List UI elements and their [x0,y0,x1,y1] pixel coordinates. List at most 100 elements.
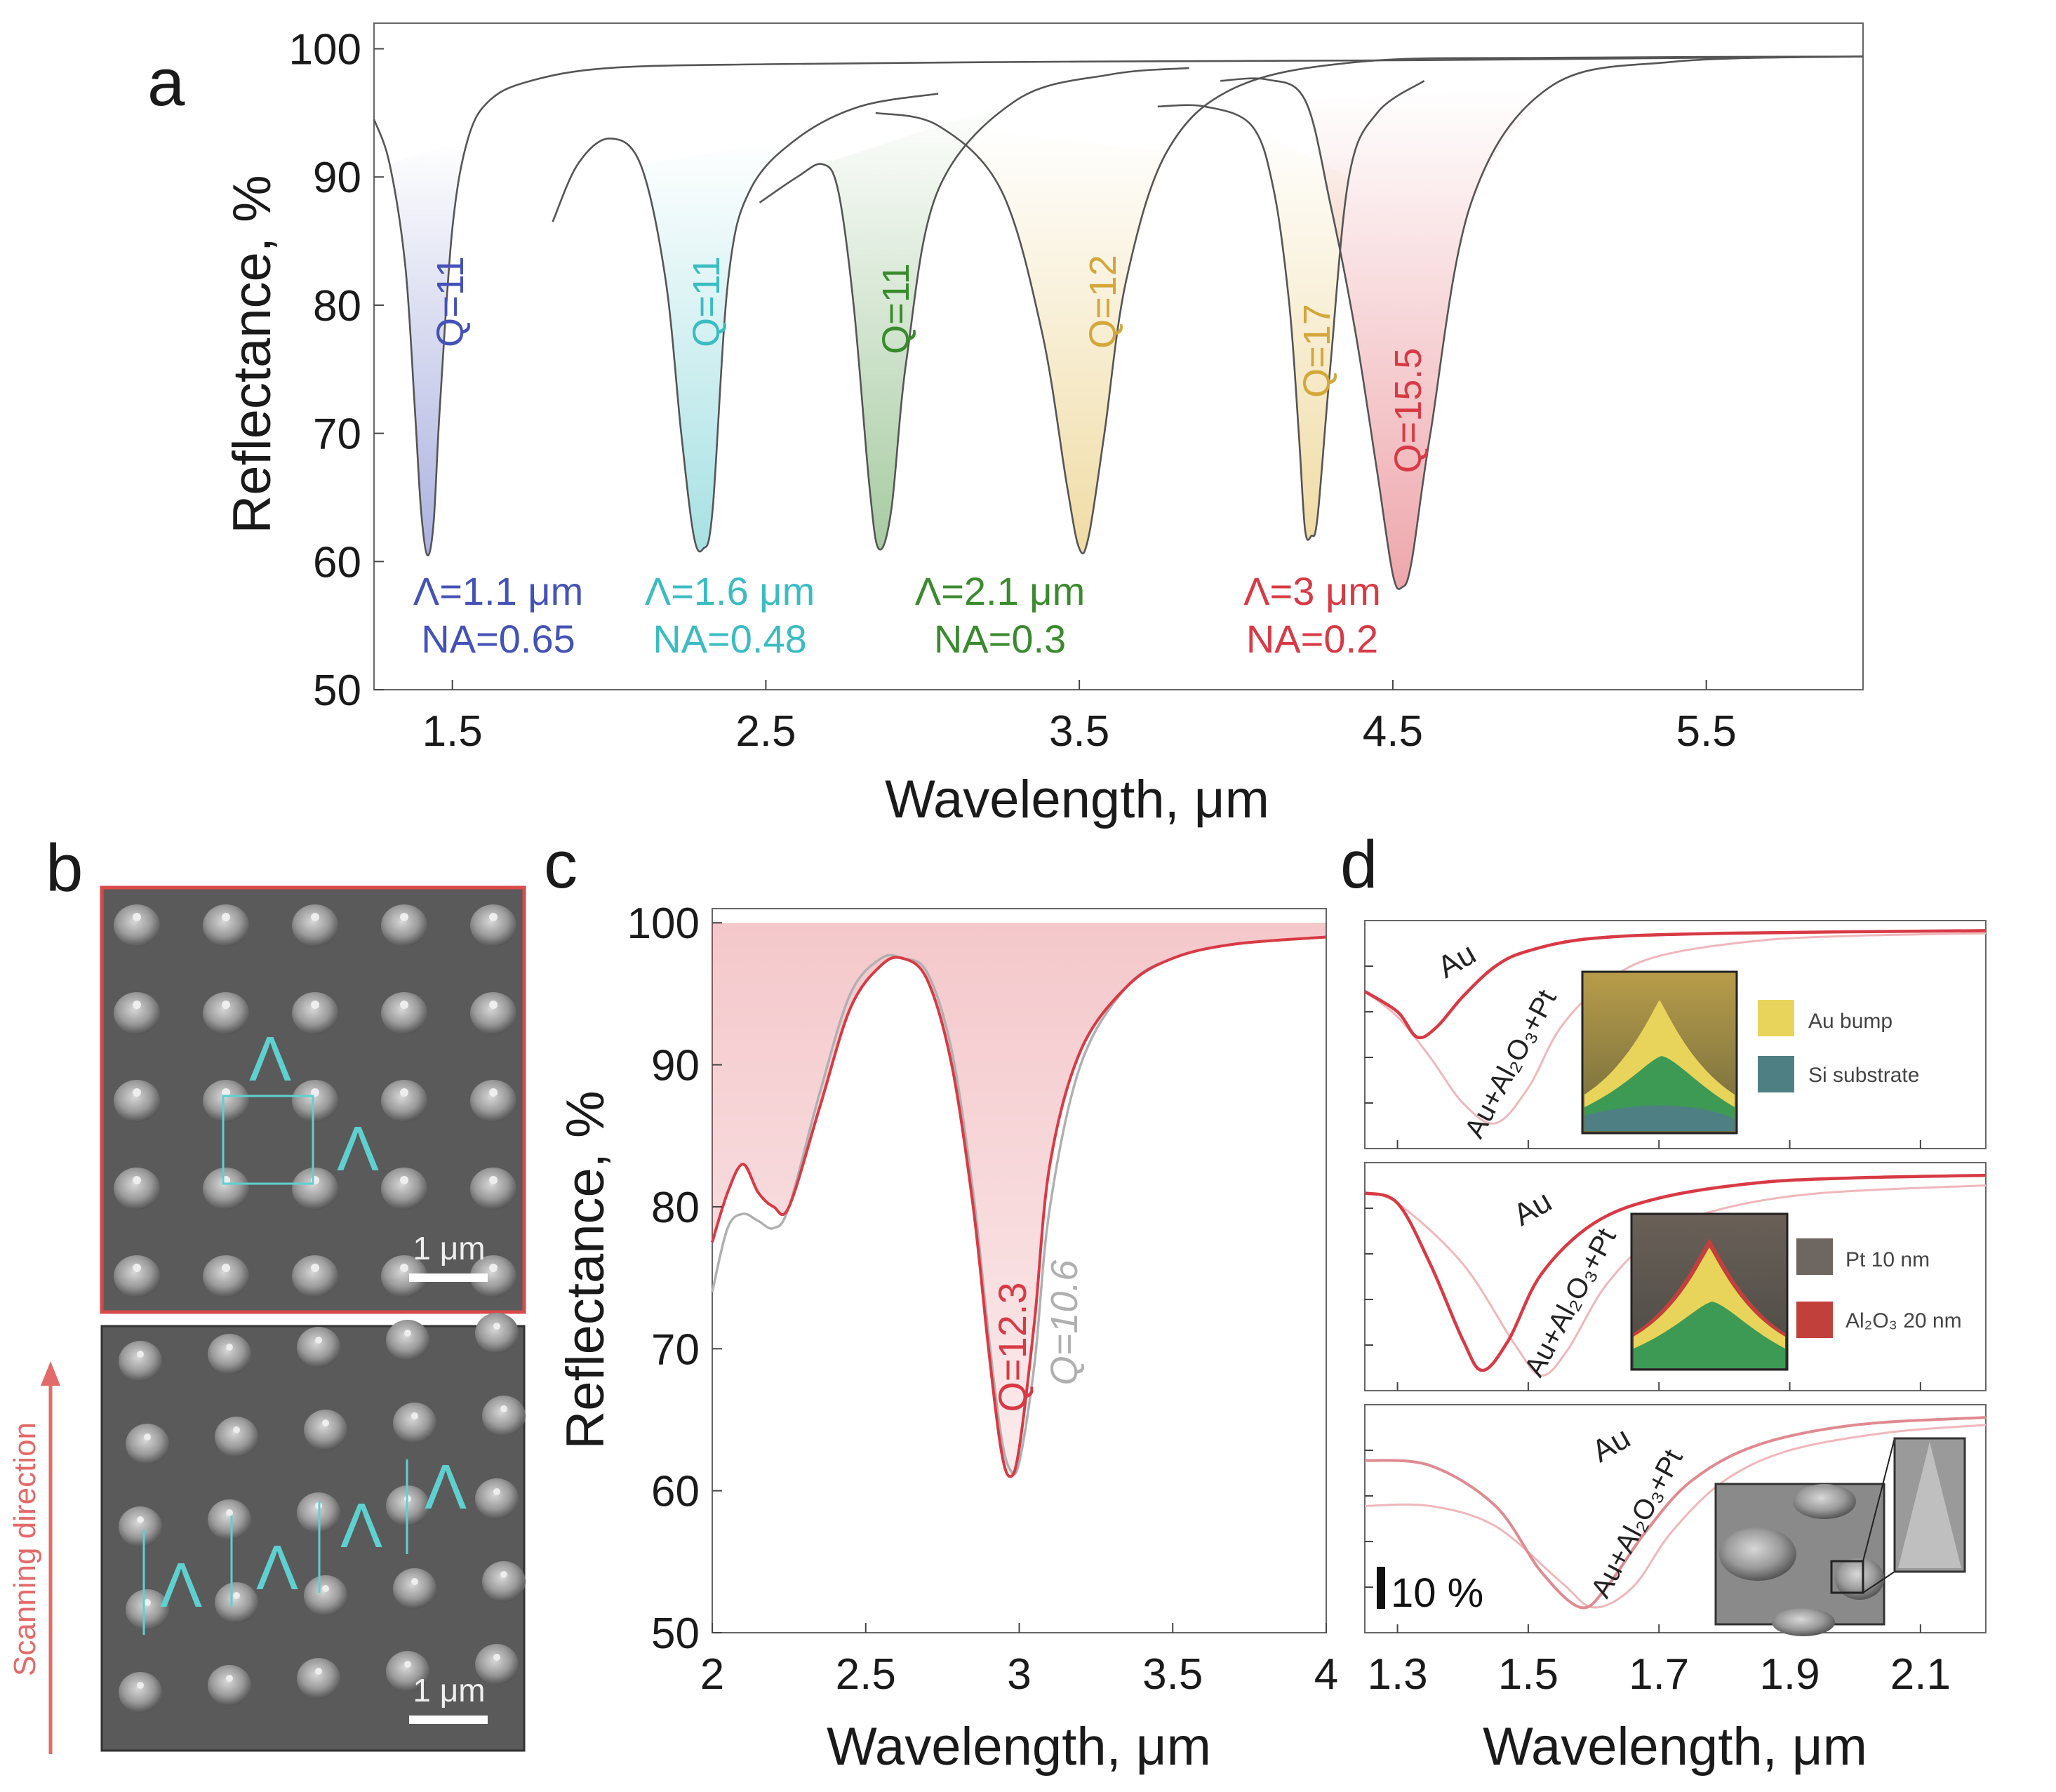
sem-bump [470,1168,516,1210]
y-tick-label: 90 [313,154,361,202]
panel-c: 50 60 70 80 90 100 2 2.5 3 3.5 4 Wavelength, μm R… [556,900,1338,1777]
plot-frame-d1 [1364,920,1987,1149]
sem-bump-tip [133,1176,141,1184]
sem-bump [482,1396,526,1436]
sem-bump-tip [322,1585,329,1592]
d3-label-au: Au [1587,1420,1636,1469]
scale-label-top: 1 μm [413,1230,485,1266]
x-tick-label: 4.5 [1363,707,1423,756]
d2-label-coated: Au+Al₂O₃+Pt [1518,1224,1622,1382]
d-scale-label: 10 % [1391,1570,1483,1616]
d1-label-au: Au [1432,936,1482,984]
sem-bump-tip [500,1405,507,1412]
lattice-cell [222,1095,314,1185]
sem-bump-tip [322,1419,329,1426]
sem-bump [381,992,427,1034]
na-label-red: NA=0.2 [1246,617,1378,661]
q-label-simulated: Q=10.6 [1043,1259,1086,1386]
sem-bump [470,992,516,1034]
sem-bump [475,1313,519,1353]
sem-bump-tip [311,1264,319,1272]
sem-bump [203,1168,249,1210]
sem-bump [119,1341,162,1382]
period-label-green: Λ=2.1 μm [915,569,1085,613]
x-tick-label: 1.5 [1498,1650,1558,1699]
d-scale-bar [1377,1567,1385,1609]
x-tick-label: 2.5 [836,1650,896,1699]
sem-bump-tip [400,1176,408,1184]
series-line-d1-Au [1363,929,1987,1040]
sem-bump-tip [222,913,230,921]
sem-bump [208,1334,251,1375]
dip-fill-3 [938,126,1168,554]
sem-bump [208,1665,251,1706]
sem-bump-tip [137,1516,144,1523]
y-tick-label: 50 [313,667,361,715]
sem-bump [215,1417,258,1457]
sem-bump-tip [500,1571,507,1578]
plot-frame-d3 [1364,1404,1987,1633]
panel-label-d: d [1340,827,1377,902]
y-tick-label: 70 [651,1325,700,1374]
period-label-cyan: Λ=1.6 μm [645,569,815,613]
sem-bump [126,1424,169,1464]
sem-bump-tip [226,1344,233,1351]
sem-bump [203,904,249,947]
sem-bump [292,1168,338,1210]
lattice-symbol-bottom-4: Λ [425,1452,467,1523]
sem-bump [482,1561,526,1602]
q-label-gold-17: Q=17 [1296,304,1338,398]
sem-bump-tip [311,913,319,921]
sem-bump-tip [144,1599,151,1606]
sem-bump [475,1478,519,1519]
sem-bump [386,1320,429,1360]
lattice-symbol-top-2: Λ [337,1114,379,1184]
sem-bump-tip [226,1675,233,1682]
sem-bump [381,904,427,947]
x-axis-label-c: Wavelength, μm [827,1717,1211,1777]
sem-bump-tip [489,913,498,921]
legend-label-al2o3: Al₂O₃ 20 nm [1845,1309,1962,1332]
sem-bump-tip [222,1088,230,1097]
sem-bump-tip [411,1578,418,1585]
sem-bump [114,1168,160,1210]
series-line-a-4 [1157,80,1425,541]
sem-bump-tip [226,1509,233,1516]
lattice-symbol-bottom-2: Λ [256,1533,298,1603]
sem-bump [386,1651,429,1692]
sem-bump [119,1672,162,1713]
series-line-a-3 [875,55,1864,555]
period-label-red: Λ=3 μm [1243,569,1381,613]
y-tick-label: 90 [651,1042,700,1090]
dip-fill-2 [822,100,1017,550]
sem-bump [304,1575,347,1616]
inset-sem-tips [1714,1437,1966,1636]
panel-d: 1.3 1.5 1.7 1.9 2.1 Au Au+Al₂O₃+Pt Au Au+Al₂… [1363,920,1987,1777]
sem-bump-tip [400,1001,408,1009]
x-axis-label-a: Wavelength, μm [885,770,1269,829]
x-tick-label: 2 [700,1650,724,1699]
d2-label-au: Au [1508,1184,1558,1232]
x-tick-label: 5.5 [1676,707,1737,756]
sem-bump-tip [222,1001,230,1009]
sem-bump-tip [315,1337,322,1344]
sem-bump [292,1080,338,1122]
lattice-symbol-top-1: Λ [249,1024,291,1095]
legend-swatch-al2o3 [1796,1302,1833,1338]
sem-bump [470,1080,516,1122]
x-tick-label: 1.3 [1367,1650,1427,1699]
sem-bump [292,1255,338,1297]
sem-bump [381,1255,427,1297]
sem-bump [203,1255,249,1297]
x-axis-label-d: Wavelength, μm [1483,1717,1867,1777]
plot-frame-d2 [1364,1162,1987,1391]
sem-bump [114,904,160,947]
panel-label-a: a [147,45,185,120]
sem-bump-tip [133,1001,141,1009]
lattice-symbol-bottom-1: Λ [160,1551,202,1621]
sem-bump [114,992,160,1034]
lattice-symbol-bottom-3: Λ [340,1491,382,1561]
scan-arrow-head [41,1361,60,1386]
sem-bump-tip [133,913,141,921]
na-label-blue: NA=0.65 [421,617,575,661]
